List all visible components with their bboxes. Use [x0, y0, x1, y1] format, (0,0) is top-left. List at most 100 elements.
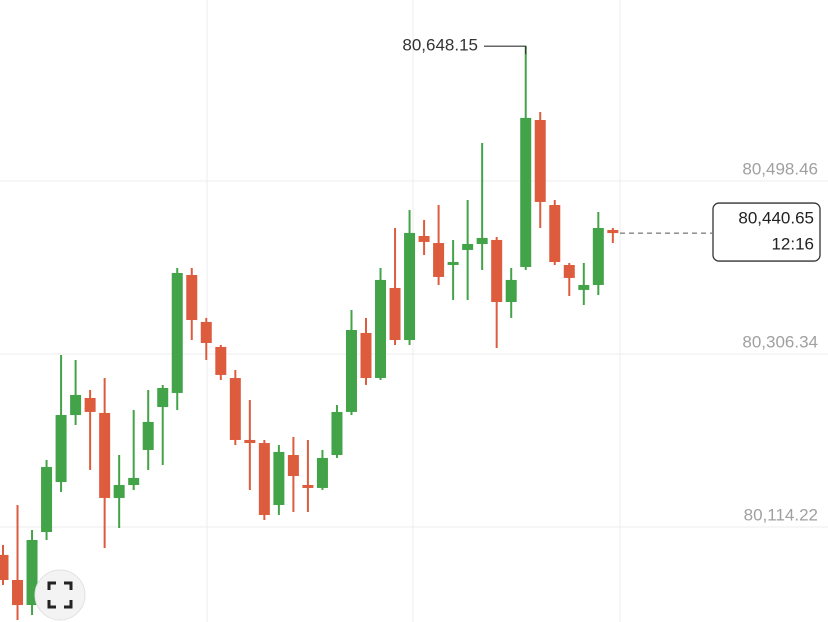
candle-body — [157, 388, 169, 408]
candle — [491, 236, 503, 349]
candle — [12, 504, 24, 620]
time-label: 12:16 — [771, 235, 814, 254]
candle-body — [200, 321, 212, 343]
candle — [70, 359, 82, 426]
candle — [113, 455, 125, 528]
candle-body — [244, 439, 256, 444]
candle-body — [99, 412, 111, 498]
candle — [520, 46, 532, 270]
candle-body — [84, 398, 96, 412]
last-price-box — [712, 202, 821, 262]
candle — [84, 389, 96, 470]
y-tick-label: 80,306.34 — [742, 333, 818, 352]
candle-body — [55, 415, 67, 483]
candle — [549, 199, 561, 265]
max-label: 80,648.15 — [402, 36, 478, 55]
annotations: 80,648.15 80,440.65 12:16 — [402, 36, 821, 262]
grid: 80,114.22 80,306.34 80,498.46 — [0, 159, 828, 528]
candle — [534, 111, 546, 228]
candle-body — [375, 279, 387, 379]
candle-body — [462, 244, 474, 250]
candle — [316, 449, 328, 490]
candle — [0, 544, 9, 585]
fullscreen-button[interactable] — [34, 569, 86, 621]
candle — [142, 389, 154, 470]
candle — [200, 317, 212, 360]
candle — [215, 344, 227, 380]
candle-body — [171, 273, 183, 393]
candle-body — [128, 477, 140, 485]
candle — [360, 317, 372, 385]
candle-body — [273, 451, 285, 505]
candle — [258, 439, 270, 521]
candles — [0, 46, 619, 620]
candle — [273, 445, 285, 515]
candle-body — [302, 484, 314, 488]
candle-body — [287, 455, 299, 476]
candle — [302, 439, 314, 513]
candle — [447, 239, 459, 301]
candle — [563, 263, 575, 296]
candle-body — [491, 239, 503, 303]
candle-body — [331, 411, 343, 456]
candle-body — [142, 421, 154, 450]
candle-body — [12, 579, 24, 606]
candle-body — [316, 457, 328, 488]
candle-body — [476, 237, 488, 245]
candle — [418, 219, 430, 255]
candle-body — [592, 227, 604, 285]
candle — [345, 310, 357, 416]
candle — [331, 405, 343, 458]
candle — [404, 209, 416, 345]
candle — [171, 267, 183, 410]
candle-body — [258, 443, 270, 515]
candle-body — [607, 229, 619, 234]
candle-body — [389, 287, 401, 341]
candle — [505, 267, 517, 318]
candle-body — [70, 394, 82, 416]
candle — [186, 267, 198, 341]
candle-body — [563, 264, 575, 278]
candle-body — [229, 378, 241, 440]
candle-body — [578, 284, 590, 290]
candle — [375, 267, 387, 380]
candle — [462, 199, 474, 301]
last-price-label: 80,440.65 — [738, 209, 814, 228]
candle-body — [505, 279, 517, 303]
fullscreen-icon[interactable] — [47, 581, 73, 609]
max-connector — [484, 45, 527, 55]
candle — [592, 211, 604, 295]
candle — [476, 142, 488, 270]
candle — [433, 205, 445, 285]
candle — [244, 399, 256, 490]
candle-body — [447, 262, 459, 265]
y-tick-label: 80,114.22 — [744, 506, 818, 525]
candle-body — [418, 235, 430, 242]
candle — [41, 459, 53, 541]
candle-body — [360, 332, 372, 379]
button-circle[interactable] — [34, 569, 86, 621]
candle-body — [345, 330, 357, 412]
candle — [389, 227, 401, 345]
candle — [287, 436, 299, 513]
candle — [55, 354, 67, 493]
candle — [128, 409, 140, 490]
candle-body — [433, 243, 445, 277]
candle-body — [215, 346, 227, 375]
candle-body — [404, 232, 416, 341]
candle-body — [0, 554, 9, 580]
candle-body — [534, 120, 546, 202]
y-tick-label: 80,498.46 — [742, 159, 818, 178]
candle — [578, 263, 590, 305]
candle-body — [41, 466, 53, 533]
candle-body — [26, 540, 38, 606]
candle-body — [186, 274, 198, 321]
candle-body — [520, 117, 532, 267]
candle-body — [549, 205, 561, 263]
candle — [607, 227, 619, 244]
candle — [26, 530, 38, 616]
candle — [157, 384, 169, 466]
candle — [99, 378, 111, 549]
candle — [229, 369, 241, 446]
